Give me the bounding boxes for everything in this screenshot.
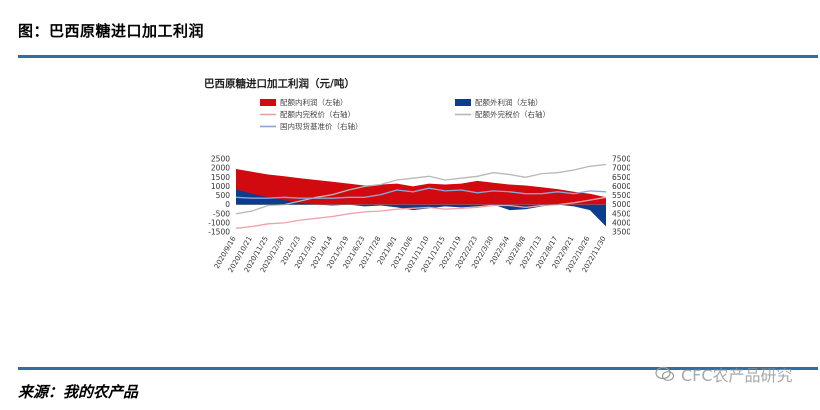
y-right-tick-label: 7000	[612, 164, 630, 173]
series-area-in-quota-profit	[236, 169, 606, 205]
y-left-tick-label: 2000	[211, 164, 230, 173]
series-line-out-quota-price	[235, 163, 607, 215]
y-left-tick-label: 2500	[211, 155, 230, 164]
y-left-tick-label: 1500	[211, 173, 230, 182]
watermark: CFC农产品研究	[655, 362, 793, 386]
y-left-tick-label: -1000	[208, 218, 230, 227]
chart-title: 巴西原糖进口加工利润（元/吨）	[204, 77, 355, 90]
y-left-tick-label: 1000	[211, 182, 230, 191]
y-right-tick-label: 7500	[612, 155, 630, 164]
y-right-tick-label: 5000	[612, 200, 630, 209]
y-left-tick-label: -500	[213, 209, 230, 218]
y-right-tick-label: 5500	[612, 191, 630, 200]
y-left-tick-label: 500	[216, 191, 231, 200]
watermark-text: CFC农产品研究	[681, 366, 793, 385]
y-right-tick-label: 3500	[612, 228, 630, 237]
y-left-tick-label: 0	[225, 200, 230, 209]
legend-label-in-quota-price: 配额内完税价（右轴）	[280, 109, 355, 119]
y-right-tick-label: 6000	[612, 182, 630, 191]
bottom-rule	[18, 367, 818, 370]
y-left-tick-label: -1500	[208, 228, 230, 237]
figure-title: 图：巴西原糖进口加工利润	[18, 22, 205, 40]
legend-swatch-out-quota-profit	[455, 99, 471, 106]
y-right-tick-label: 4500	[612, 209, 630, 218]
y-right-tick-label: 4000	[612, 218, 630, 227]
plot-area	[235, 163, 607, 229]
legend-label-in-quota-profit: 配额内利润（左轴）	[280, 97, 348, 107]
source-note: 来源：我的农产品	[18, 383, 139, 401]
top-rule	[18, 55, 818, 58]
legend: 配额内利润（左轴） 配额外利润（左轴） 配额内完税价（右轴） 配额外完税价（右轴） 国内…	[260, 97, 550, 131]
series-line-in-quota-price	[235, 196, 607, 229]
series-line-spot-price	[235, 187, 607, 199]
profit-chart: 巴西原糖进口加工利润（元/吨） 配额内利润（左轴） 配额外利润（左轴） 配额内完税价…	[204, 77, 630, 274]
wechat-icon	[655, 366, 675, 381]
y-right-tick-label: 6500	[612, 173, 630, 182]
legend-label-spot-price: 国内现货基准价（右轴）	[280, 121, 363, 131]
legend-swatch-in-quota-profit	[260, 99, 276, 106]
legend-label-out-quota-price: 配额外完税价（右轴）	[475, 109, 550, 119]
legend-label-out-quota-profit: 配额外利润（左轴）	[475, 97, 543, 107]
